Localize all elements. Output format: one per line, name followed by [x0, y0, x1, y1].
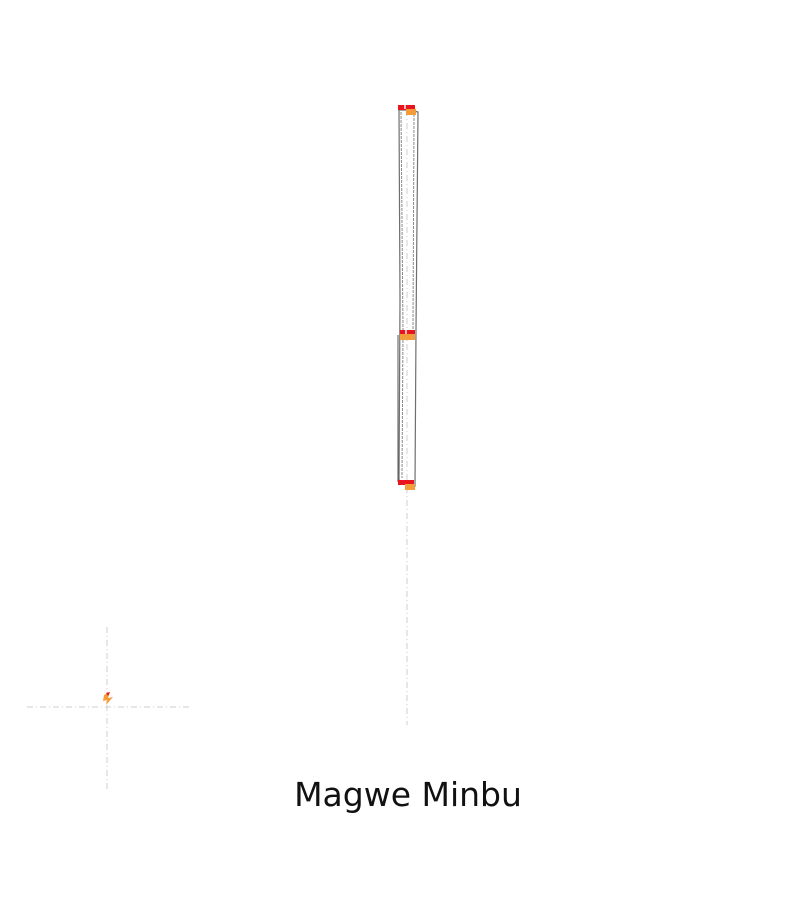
- top-marker: [398, 104, 416, 115]
- region-outline: [397, 109, 419, 487]
- middle-marker: [400, 329, 415, 340]
- map-caption: Magwe Minbu: [294, 775, 522, 814]
- bottom-marker: [398, 480, 415, 490]
- inset-location-marker: [103, 692, 113, 705]
